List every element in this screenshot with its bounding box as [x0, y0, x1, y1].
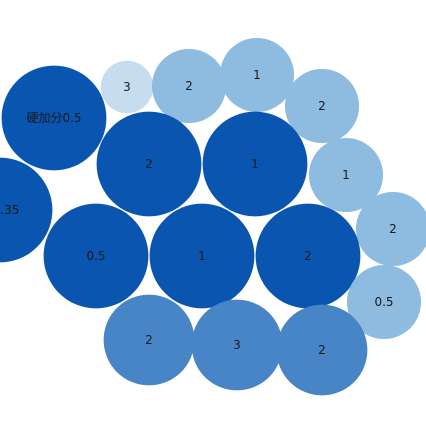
bubble-label: 1	[251, 157, 259, 171]
bubble: 2	[276, 304, 368, 396]
bubble: 1	[308, 137, 384, 213]
bubble-circle	[202, 111, 308, 217]
bubble-circle	[0, 157, 53, 263]
bubble-label: 2	[389, 222, 397, 236]
bubble-label: 1	[342, 168, 350, 182]
bubble: 1	[202, 111, 308, 217]
bubble: 3	[191, 299, 283, 391]
bubble: 2	[255, 203, 361, 309]
bubble-label: 1	[198, 249, 206, 263]
bubble: 2	[103, 294, 195, 386]
bubble-circle	[96, 111, 202, 217]
bubble-label: 硬加分0.5	[26, 111, 81, 125]
bubble: 3	[100, 60, 154, 114]
bubble: 2	[151, 48, 227, 124]
bubble: 2	[355, 191, 426, 267]
bubble: 分0.35	[0, 157, 53, 263]
bubble: 2	[284, 68, 360, 144]
bubble-label: 1	[253, 68, 261, 82]
bubble-circle	[255, 203, 361, 309]
bubble-label: 2	[185, 79, 193, 93]
bubble-circle	[219, 37, 295, 113]
bubble-circle	[103, 294, 195, 386]
bubble: 0.5	[346, 264, 422, 340]
bubble-circle	[276, 304, 368, 396]
bubble-circle	[346, 264, 422, 340]
bubble: 硬加分0.5	[1, 65, 107, 171]
bubble-label: 0.5	[86, 249, 105, 263]
bubble-label: 2	[145, 333, 153, 347]
bubble-circle	[284, 68, 360, 144]
bubble-circle	[100, 60, 154, 114]
bubble: 0.5	[43, 203, 149, 309]
bubble-circle	[149, 203, 255, 309]
bubble-circle	[308, 137, 384, 213]
bubble-label: 2	[318, 343, 326, 357]
bubble: 1	[149, 203, 255, 309]
bubble-label: 3	[123, 80, 131, 94]
bubble-circle	[1, 65, 107, 171]
bubble: 1	[219, 37, 295, 113]
bubble-circle	[151, 48, 227, 124]
bubble-label: 2	[145, 157, 153, 171]
bubble-circle	[355, 191, 426, 267]
bubble-label: 分0.35	[0, 203, 19, 217]
bubble-label: 2	[304, 249, 312, 263]
bubble-circle	[43, 203, 149, 309]
bubble-label: 0.5	[374, 295, 393, 309]
bubble-circle	[191, 299, 283, 391]
bubble-label: 2	[318, 99, 326, 113]
bubble: 2	[96, 111, 202, 217]
bubble-label: 3	[233, 338, 241, 352]
